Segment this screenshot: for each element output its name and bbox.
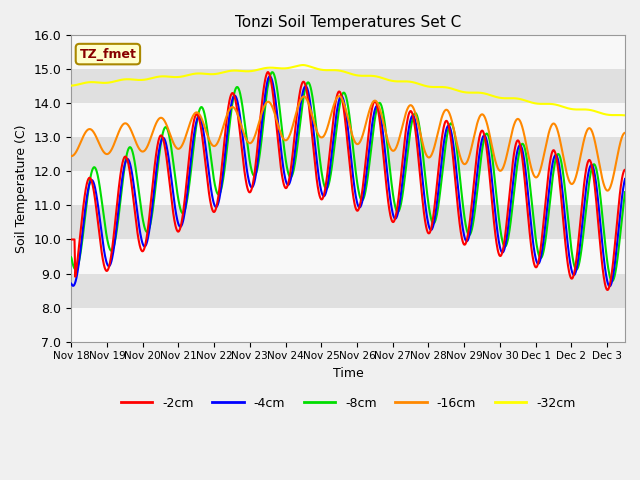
Legend: -2cm, -4cm, -8cm, -16cm, -32cm: -2cm, -4cm, -8cm, -16cm, -32cm xyxy=(116,392,580,415)
X-axis label: Time: Time xyxy=(333,367,364,380)
Bar xyxy=(71,69,625,103)
Bar xyxy=(71,308,625,342)
Bar xyxy=(71,137,625,171)
Bar xyxy=(71,36,625,69)
Bar xyxy=(71,171,625,205)
Bar xyxy=(71,274,625,308)
Y-axis label: Soil Temperature (C): Soil Temperature (C) xyxy=(15,124,28,252)
Bar xyxy=(71,205,625,240)
Text: TZ_fmet: TZ_fmet xyxy=(79,48,136,60)
Bar xyxy=(71,240,625,274)
Title: Tonzi Soil Temperatures Set C: Tonzi Soil Temperatures Set C xyxy=(235,15,461,30)
Bar xyxy=(71,103,625,137)
